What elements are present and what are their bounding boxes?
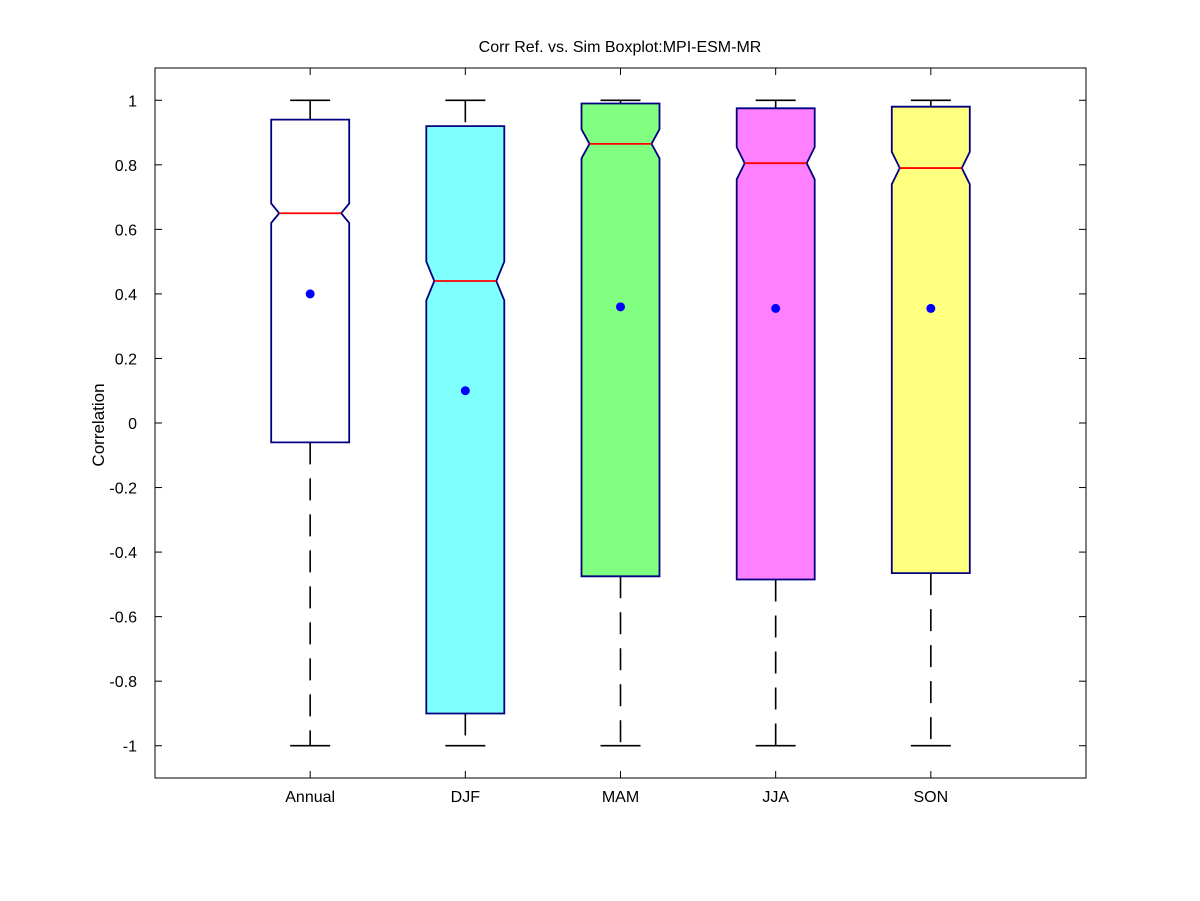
y-tick-label: 0.2 [115, 351, 137, 368]
x-tick-label: Annual [285, 789, 335, 806]
mean-marker [305, 289, 315, 299]
y-tick-label: 1 [128, 93, 137, 110]
x-tick-label: DJF [451, 789, 481, 806]
box-jja [735, 99, 816, 747]
y-axis: -1 -0.8 -0.6 -0.4 -0.2 0 0.2 0.4 0.6 0.8 1 [109, 93, 1086, 756]
y-tick-label: -0.6 [109, 610, 137, 627]
x-tick-label: MAM [602, 789, 639, 806]
notched-box [270, 118, 351, 444]
notched-box [890, 105, 971, 574]
y-tick-label: 0 [128, 416, 137, 433]
mean-marker [771, 303, 781, 313]
box-djf [425, 99, 506, 747]
y-tick-label: -1 [123, 739, 137, 756]
y-tick-label: -0.2 [109, 481, 137, 498]
x-axis: Annual DJF MAM JJA SON [285, 68, 948, 806]
box-son [890, 99, 971, 747]
y-tick-label: 0.8 [115, 158, 137, 175]
mean-marker [616, 302, 625, 312]
box-mam [580, 99, 661, 747]
y-tick-label: 0.4 [115, 287, 137, 304]
chart-title: Corr Ref. vs. Sim Boxplot:MPI-ESM-MR [479, 39, 762, 56]
y-tick-label: -0.4 [109, 545, 137, 562]
box-annual [270, 99, 351, 747]
notched-box [425, 125, 506, 715]
y-tick-label: -0.8 [109, 674, 137, 691]
notched-box [580, 102, 661, 578]
mean-marker [460, 386, 470, 396]
mean-marker [926, 303, 936, 313]
box-series [270, 99, 971, 747]
x-tick-label: SON [913, 789, 948, 806]
y-tick-label: 0.6 [115, 222, 137, 239]
notched-box [735, 107, 816, 581]
x-tick-label: JJA [762, 789, 789, 806]
y-axis-title: Correlation [89, 383, 108, 466]
